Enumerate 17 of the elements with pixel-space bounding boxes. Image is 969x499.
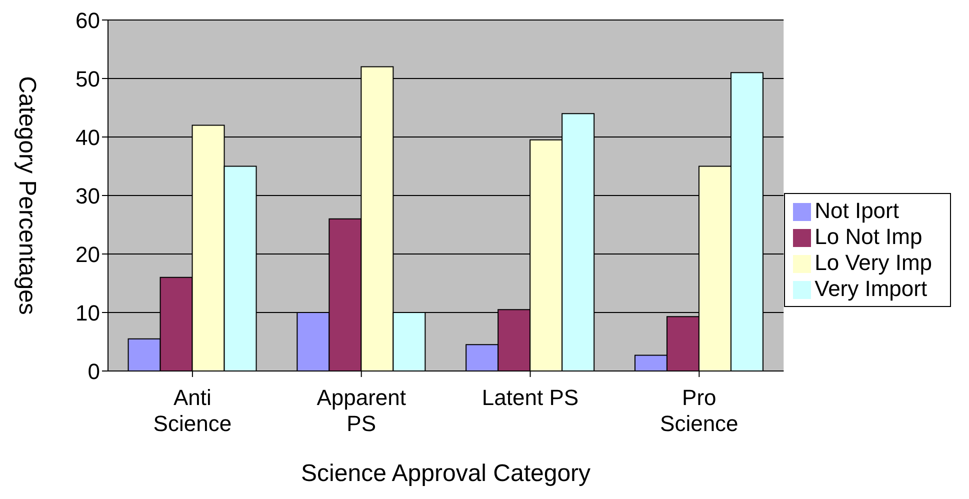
legend-label: Lo Not Imp	[814, 224, 922, 248]
legend-label: Very Import	[814, 276, 928, 300]
x-tick-label: Apparent PS	[316, 385, 406, 436]
y-axis-title: Category Percentages	[13, 76, 40, 315]
y-tick-label: 60	[76, 8, 100, 33]
y-tick-label: 40	[76, 124, 100, 150]
y-tick-label: 50	[76, 66, 100, 92]
y-tick-label: 10	[76, 300, 100, 326]
y-tick-label: 30	[76, 183, 100, 208]
y-tick-label: 20	[76, 242, 100, 267]
x-tick-label: Pro Science	[660, 385, 738, 436]
x-axis-title: Science Approval Category	[301, 460, 591, 487]
legend-label: Not Iport	[814, 198, 899, 222]
x-tick-label: Anti Science	[153, 385, 232, 436]
x-tick-label: Latent PS	[482, 385, 579, 410]
y-tick-label: 0	[88, 358, 100, 384]
legend-label: Lo Very Imp	[814, 250, 932, 274]
